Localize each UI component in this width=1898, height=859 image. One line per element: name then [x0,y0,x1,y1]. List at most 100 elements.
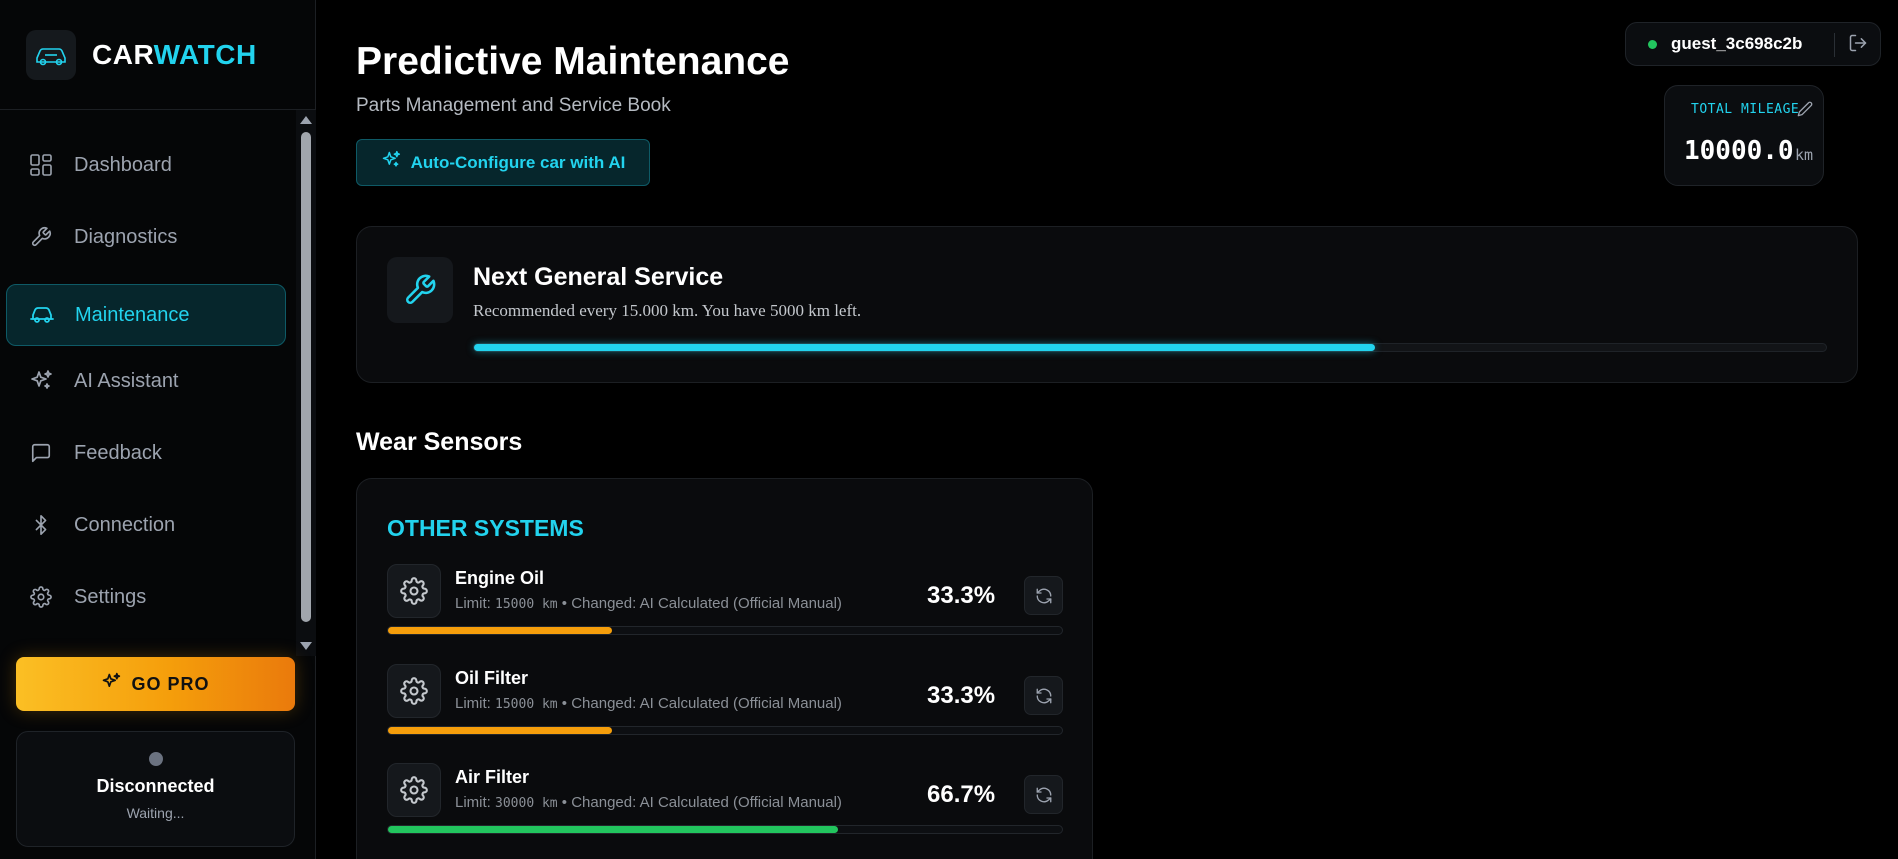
total-mileage-card: TOTAL MILEAGE 10000.0 km [1664,85,1824,186]
bluetooth-icon [28,512,54,538]
gear-icon [387,664,441,718]
refresh-icon [1036,588,1051,603]
reset-refresh-button[interactable] [1024,775,1063,814]
wear-sensors-title: Wear Sensors [356,428,523,456]
sensor-limit-prefix: Limit: [455,794,496,811]
wrench-icon [28,224,54,250]
sidebar-scrollbar[interactable] [296,110,316,656]
reset-refresh-button[interactable] [1024,676,1063,715]
sensor-limit: 15000 km [495,597,558,612]
sensor-progress-bar [387,726,1063,735]
online-status-dot [1648,39,1657,49]
next-service-title: Next General Service [473,263,724,291]
sensor-progress-bar [387,626,1063,635]
sensor-changed: • Changed: AI Calculated (Official Manua… [557,595,842,612]
sensor-engine-oil: Engine Oil Limit: 15000 km • Changed: AI… [387,564,1063,656]
sensor-meta: Limit: 30000 km • Changed: AI Calculated… [455,794,842,811]
sensor-progress-fill [388,727,613,734]
next-service-progress-bar [473,343,1827,352]
page-title: Predictive Maintenance [356,40,790,83]
sensor-percent: 33.3% [927,582,996,609]
gear-icon [387,564,441,618]
sensor-changed: • Changed: AI Calculated (Official Manua… [557,695,842,712]
scrollbar-thumb[interactable] [301,132,311,622]
car-logo-icon [26,29,76,80]
sidebar-item-diagnostics[interactable]: Diagnostics [6,206,286,268]
total-mileage-unit: km [1795,146,1814,164]
wear-group-title: OTHER SYSTEMS [387,515,584,541]
sidebar-item-connection[interactable]: Connection [6,494,286,556]
message-square-icon [28,440,54,466]
brand-name-part2: WATCH [153,38,257,70]
edit-pencil-icon[interactable] [1797,101,1813,122]
wrench-icon [387,257,453,323]
sidebar-item-label: Maintenance [75,303,190,326]
brand-name: CARWATCH [92,39,257,71]
sidebar-item-dashboard[interactable]: Dashboard [6,134,286,196]
sidebar-nav: Dashboard Diagnostics Maintenance AI Ass… [0,112,296,652]
sidebar-item-label: Settings [74,585,147,608]
next-service-card: Next General Service Recommended every 1… [356,226,1858,383]
sensor-limit: 15000 km [495,697,558,712]
sparkles-icon [28,368,54,394]
scroll-up-arrow-icon[interactable] [300,116,312,124]
sensor-meta: Limit: 15000 km • Changed: AI Calculated… [455,595,842,612]
sidebar: CARWATCH Dashboard Diagnostics Maintenan… [0,0,316,859]
sensor-name: Engine Oil [455,568,545,588]
sensor-limit-prefix: Limit: [455,595,496,612]
divider [1834,33,1835,57]
sidebar-item-label: Dashboard [74,153,172,176]
sidebar-item-label: Feedback [74,441,162,464]
sensor-air-filter: Air Filter Limit: 30000 km • Changed: AI… [387,763,1063,855]
sidebar-item-label: Diagnostics [74,225,178,248]
next-service-progress-fill [474,344,1376,351]
sensor-name: Air Filter [455,767,530,787]
sidebar-item-feedback[interactable]: Feedback [6,422,286,484]
user-pill: guest_3c698c2b [1625,22,1881,66]
sensor-percent: 66.7% [927,781,996,808]
sensor-name: Oil Filter [455,668,529,688]
next-service-description: Recommended every 15.000 km. You have 50… [473,301,862,320]
brand-name-part1: CAR [92,38,154,70]
scroll-down-arrow-icon[interactable] [300,642,312,650]
sensor-progress-fill [388,826,838,833]
total-mileage-label: TOTAL MILEAGE [1691,102,1800,117]
connection-status-title: Disconnected [96,776,215,796]
brand[interactable]: CARWATCH [0,0,315,110]
sparkles-icon [381,150,401,175]
dashboard-grid-icon [28,152,54,178]
sensor-limit: 30000 km [495,796,558,811]
refresh-icon [1036,688,1051,703]
sensor-limit-prefix: Limit: [455,695,496,712]
sidebar-item-settings[interactable]: Settings [6,566,286,628]
total-mileage-value: 10000.0 [1684,136,1794,166]
go-pro-label: GO PRO [131,673,210,694]
sidebar-item-maintenance[interactable]: Maintenance [6,284,286,346]
sidebar-item-ai-assistant[interactable]: AI Assistant [6,350,286,412]
auto-configure-ai-button[interactable]: Auto-Configure car with AI [356,139,650,186]
sidebar-item-label: AI Assistant [74,369,179,392]
sensor-changed: • Changed: AI Calculated (Official Manua… [557,794,842,811]
refresh-icon [1036,787,1051,802]
connection-status-subtitle: Waiting... [126,805,185,821]
logout-icon[interactable] [1848,33,1868,58]
auto-configure-ai-label: Auto-Configure car with AI [410,152,626,172]
connection-status-dot [148,752,163,766]
sensor-oil-filter: Oil Filter Limit: 15000 km • Changed: AI… [387,664,1063,756]
gear-icon [387,763,441,817]
reset-refresh-button[interactable] [1024,576,1063,615]
car-icon [29,302,55,328]
sidebar-item-label: Connection [74,513,176,536]
sparkles-icon [101,672,121,697]
sensor-progress-fill [388,627,613,634]
page-subtitle: Parts Management and Service Book [356,95,671,116]
go-pro-button[interactable]: GO PRO [16,657,295,711]
sensor-percent: 33.3% [927,682,996,709]
sensor-meta: Limit: 15000 km • Changed: AI Calculated… [455,695,842,712]
gear-icon [28,584,54,610]
sensor-progress-bar [387,825,1063,834]
main-content: Predictive Maintenance Parts Management … [317,0,1898,859]
connection-status-card: Disconnected Waiting... [16,731,295,847]
username: guest_3c698c2b [1671,34,1803,53]
wear-sensors-card: OTHER SYSTEMS Engine Oil Limit: 15000 km… [356,478,1093,859]
